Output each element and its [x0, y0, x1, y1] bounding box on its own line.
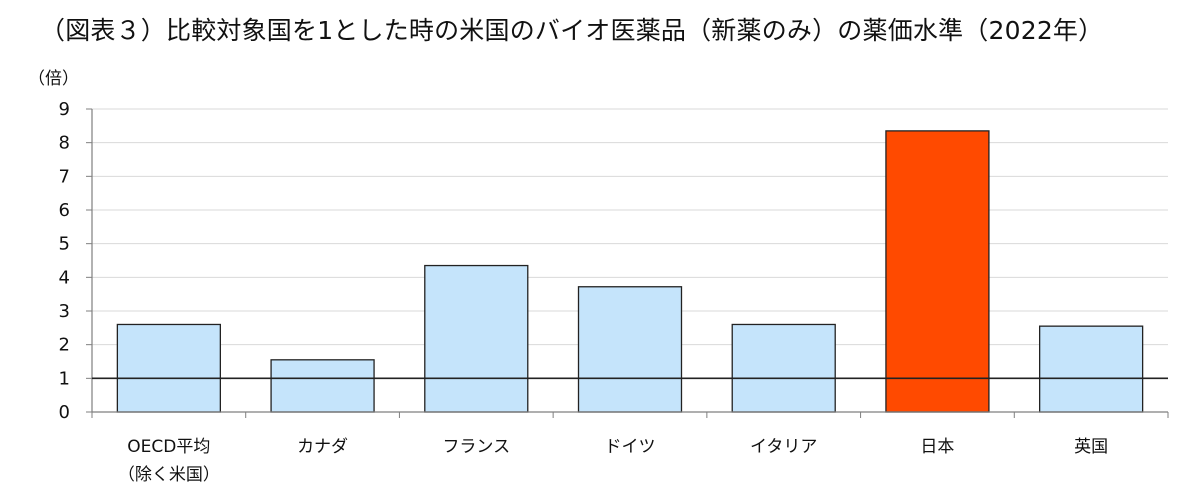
y-tick-label: 0: [59, 402, 70, 423]
bar-2: [424, 264, 529, 413]
x-category-label: 日本: [920, 437, 954, 457]
x-category-label: 英国: [1074, 437, 1108, 457]
y-tick-label: 4: [59, 267, 70, 288]
x-category-label: （除く米国）: [118, 465, 220, 485]
x-category-label: カナダ: [297, 437, 348, 457]
axis-labels: 0 1 2 3 4 5 6 7 8 9 OECD平均 （除く米国） カナダ フランス ドイツ イタリア 日本 英国: [59, 99, 1109, 485]
bar-1: [270, 359, 375, 413]
bar-6: [1038, 325, 1144, 413]
y-tick-label: 6: [59, 200, 70, 221]
x-category-label: イタリア: [750, 437, 817, 457]
y-tick-label: 9: [59, 99, 70, 120]
y-tick-label: 7: [59, 166, 70, 187]
bar-0: [116, 323, 222, 413]
x-category-label: ドイツ: [605, 437, 656, 457]
bar-3: [577, 286, 683, 413]
y-tick-label: 2: [59, 335, 70, 356]
bars: [116, 130, 1144, 413]
y-tick-label: 3: [59, 301, 70, 322]
y-axis-unit-label: （倍）: [28, 69, 79, 89]
x-category-label: フランス: [442, 437, 510, 457]
y-tick-label: 1: [59, 368, 70, 389]
y-tick-label: 5: [59, 234, 70, 255]
bar-5: [885, 130, 990, 413]
y-tick-label: 8: [59, 133, 70, 154]
x-category-label: OECD平均: [127, 437, 210, 457]
axes: [86, 108, 1169, 418]
bar-4: [731, 323, 836, 413]
chart-title: （図表３）比較対象国を1とした時の米国のバイオ医薬品（新薬のみ）の薬価水準（20…: [40, 16, 1104, 45]
